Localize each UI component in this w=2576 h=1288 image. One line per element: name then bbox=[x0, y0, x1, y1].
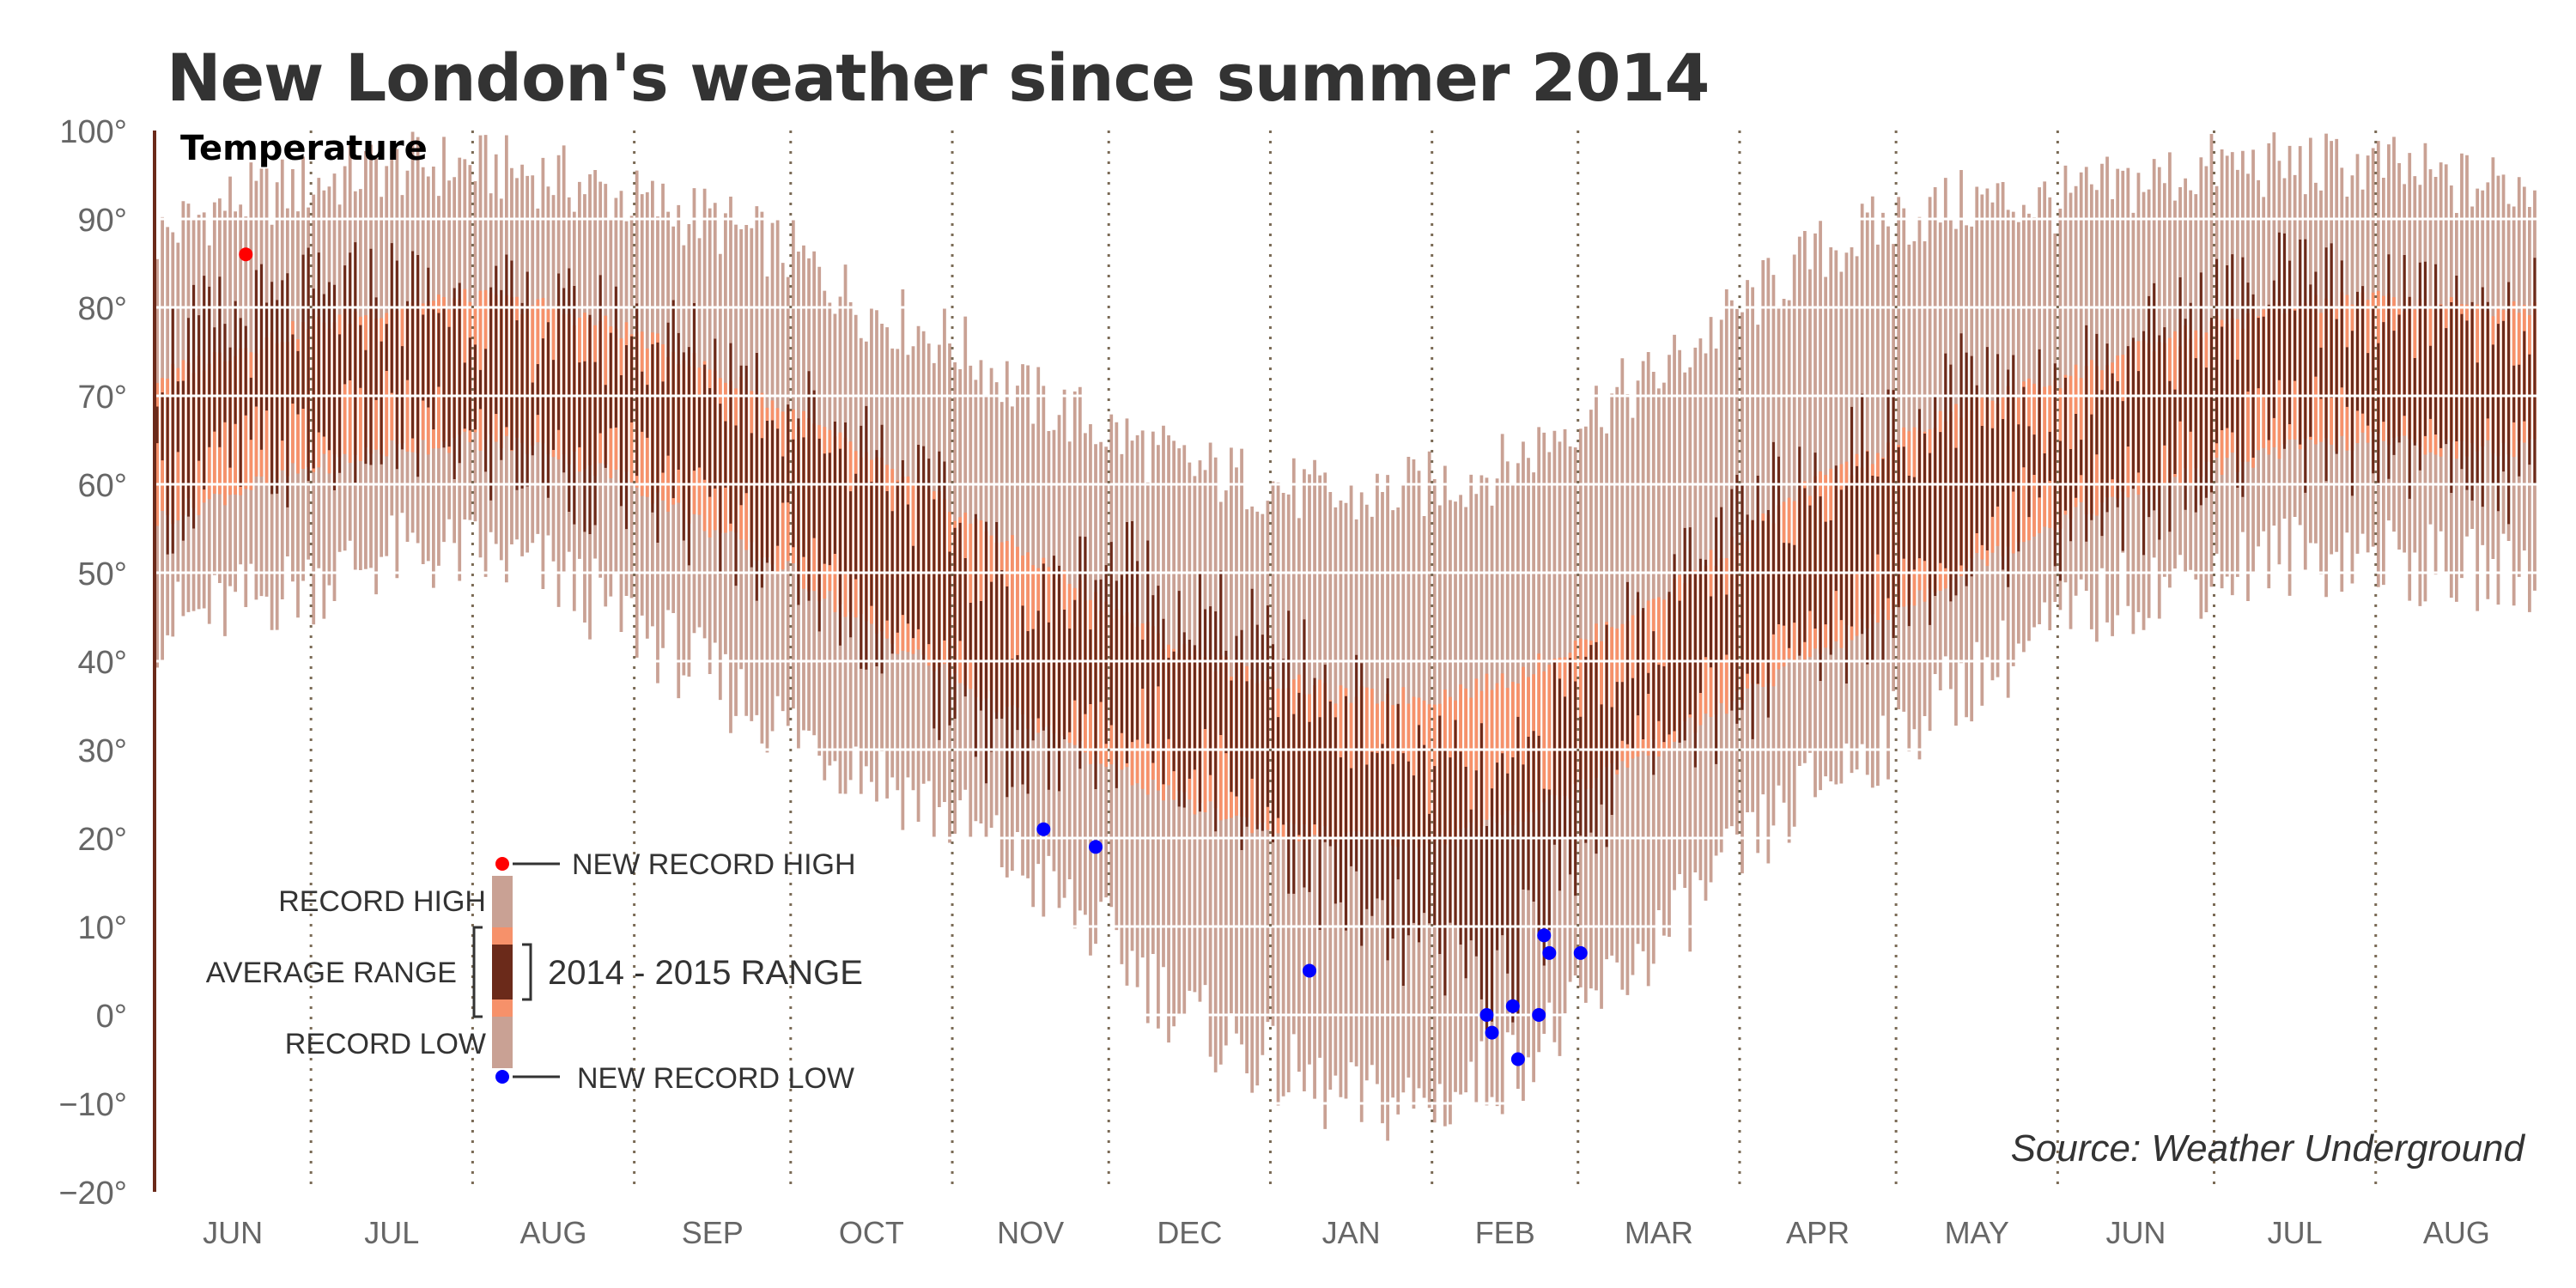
y-tick-label: −20° bbox=[58, 1176, 127, 1212]
x-tick-label: SEP bbox=[682, 1215, 744, 1250]
x-axis-month-labels: JUN JUL AUG SEP OCT NOV DEC JAN FEB MAR APR MAY JUN J… bbox=[203, 1215, 2490, 1250]
y-tick-label: 40° bbox=[78, 645, 127, 681]
x-tick-label: JUN bbox=[203, 1215, 263, 1250]
x-tick-label: JUN bbox=[2105, 1215, 2166, 1250]
legend-average-range-label: AVERAGE RANGE bbox=[206, 957, 457, 989]
x-tick-label: AUG bbox=[520, 1215, 587, 1250]
chart-subtitle: Temperature bbox=[180, 129, 428, 168]
x-tick-label: DEC bbox=[1157, 1215, 1222, 1250]
source-note: Source: Weather Underground bbox=[2011, 1127, 2526, 1170]
legend-new-record-low-label: NEW RECORD LOW bbox=[577, 1062, 854, 1095]
y-tick-label: 30° bbox=[78, 733, 127, 769]
x-tick-label: MAY bbox=[1945, 1215, 2009, 1250]
x-tick-label: APR bbox=[1786, 1215, 1850, 1250]
y-tick-label: 0° bbox=[96, 999, 127, 1035]
y-tick-label: 90° bbox=[78, 203, 127, 239]
new-record-low-point bbox=[1505, 999, 1520, 1013]
x-tick-label: MAR bbox=[1625, 1215, 1693, 1250]
new-record-low-point bbox=[1302, 963, 1316, 978]
x-tick-label: NOV bbox=[997, 1215, 1064, 1250]
new-record-low-point bbox=[1537, 928, 1552, 943]
y-axis-tick-labels: 100° 90° 80° 70° 60° 50° 40° 30° 20° 10° 0° −10° −20… bbox=[58, 114, 127, 1212]
y-tick-label: 100° bbox=[59, 114, 127, 150]
bars-layer bbox=[155, 131, 2537, 1141]
month-dividers-layer bbox=[309, 131, 2378, 1192]
y-tick-label: 50° bbox=[78, 556, 127, 592]
legend-actual-swatch bbox=[492, 945, 513, 999]
y-tick-label: 80° bbox=[78, 291, 127, 327]
new-record-low-point bbox=[1573, 945, 1588, 960]
new-record-low-point bbox=[1510, 1052, 1525, 1066]
new-record-low-point bbox=[1542, 945, 1557, 960]
y-tick-label: 20° bbox=[78, 822, 127, 858]
x-tick-label: JUL bbox=[364, 1215, 419, 1250]
x-tick-label: AUG bbox=[2423, 1215, 2490, 1250]
legend-record-low-label: RECORD LOW bbox=[285, 1028, 486, 1060]
legend: NEW RECORD HIGH RECORD HIGH AVERAGE RANGE 2… bbox=[206, 848, 863, 1095]
new-record-low-point bbox=[1485, 1025, 1499, 1040]
legend-new-record-high-dot bbox=[495, 857, 509, 871]
legend-new-record-low-dot bbox=[495, 1070, 509, 1084]
new-record-high-point bbox=[239, 247, 253, 262]
y-tick-label: 60° bbox=[78, 468, 127, 504]
new-record-low-point bbox=[1089, 840, 1103, 854]
y-tick-label: −10° bbox=[58, 1087, 127, 1123]
new-record-low-point bbox=[1532, 1008, 1546, 1022]
x-tick-label: JAN bbox=[1322, 1215, 1381, 1250]
grid-layer bbox=[155, 129, 2537, 1194]
x-tick-label: FEB bbox=[1475, 1215, 1535, 1250]
legend-actual-range-label: 2014 - 2015 RANGE bbox=[548, 954, 863, 992]
chart-title: New London's weather since summer 2014 bbox=[167, 39, 1710, 116]
new-record-low-point bbox=[1479, 1008, 1494, 1022]
x-tick-label: OCT bbox=[839, 1215, 904, 1250]
new-record-low-point bbox=[1036, 822, 1051, 836]
x-tick-label: JUL bbox=[2268, 1215, 2323, 1250]
legend-new-record-high-label: NEW RECORD HIGH bbox=[572, 848, 856, 881]
legend-record-high-label: RECORD HIGH bbox=[278, 885, 486, 918]
y-tick-label: 70° bbox=[78, 380, 127, 416]
new-record-points bbox=[239, 247, 1588, 1066]
y-tick-label: 10° bbox=[78, 910, 127, 946]
